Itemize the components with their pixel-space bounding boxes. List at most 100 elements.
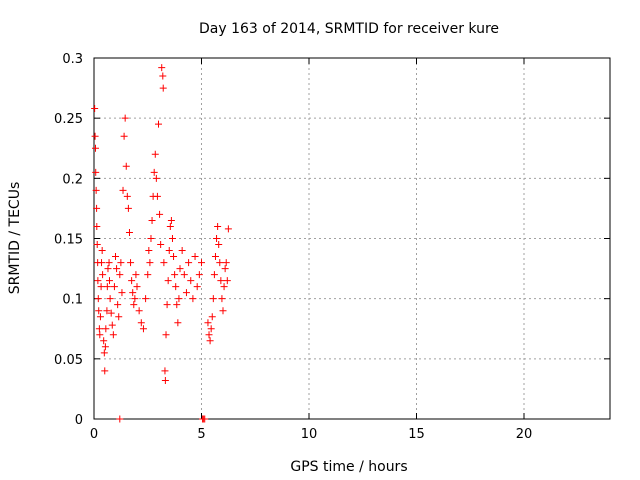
data-point xyxy=(214,222,222,230)
data-point xyxy=(198,259,205,267)
data-point xyxy=(173,301,181,309)
data-point xyxy=(210,271,218,279)
data-point xyxy=(158,64,166,72)
data-point xyxy=(125,228,133,236)
y-tick-label: 0.25 xyxy=(54,112,83,127)
data-point xyxy=(104,265,112,273)
data-point xyxy=(105,277,113,285)
data-point xyxy=(220,283,228,291)
data-point xyxy=(215,241,223,249)
data-point xyxy=(102,325,110,333)
data-point xyxy=(128,277,136,285)
y-tick-label: 0.3 xyxy=(62,52,83,67)
data-point xyxy=(116,415,124,423)
data-point xyxy=(221,265,229,273)
data-point xyxy=(121,114,129,122)
ticks-layer: 0 5 10 15 20 0 0.05 0.1 0.15 0.2 0.25 0.3 xyxy=(54,52,610,442)
data-point xyxy=(100,349,108,357)
data-point xyxy=(155,120,162,128)
data-point xyxy=(165,247,173,255)
data-point xyxy=(159,84,167,92)
data-point xyxy=(130,301,138,309)
data-point xyxy=(122,162,130,170)
data-point xyxy=(145,247,153,255)
data-point xyxy=(168,235,176,242)
data-point xyxy=(113,265,121,273)
data-point xyxy=(142,295,150,303)
x-tick-label: 15 xyxy=(408,427,425,442)
data-point xyxy=(216,259,224,267)
data-point xyxy=(117,259,125,267)
data-point xyxy=(101,367,109,375)
data-point xyxy=(146,259,154,267)
data-point xyxy=(95,325,103,333)
data-point xyxy=(176,265,184,273)
data-point xyxy=(100,337,108,345)
data-point xyxy=(182,289,190,297)
data-point xyxy=(211,253,219,261)
data-point xyxy=(96,331,104,339)
data-point xyxy=(97,283,105,291)
data-point xyxy=(93,222,101,230)
data-point xyxy=(106,295,114,303)
x-tick-label: 20 xyxy=(516,427,533,442)
data-point xyxy=(218,295,226,303)
data-point xyxy=(219,307,227,315)
data-point xyxy=(152,174,160,182)
data-point xyxy=(187,277,195,285)
data-point xyxy=(161,367,169,375)
data-point xyxy=(191,253,199,261)
data-point xyxy=(92,168,100,176)
data-point xyxy=(116,271,124,279)
data-point xyxy=(103,283,111,291)
data-point xyxy=(193,283,201,291)
data-point xyxy=(115,313,123,321)
data-point xyxy=(132,271,140,279)
data-point xyxy=(109,331,117,339)
data-point xyxy=(156,210,164,218)
data-point xyxy=(133,283,141,291)
data-point xyxy=(178,247,186,255)
data-point xyxy=(101,343,109,351)
data-point xyxy=(108,321,116,329)
data-point xyxy=(127,259,135,267)
data-point xyxy=(107,309,115,317)
y-tick-label: 0.1 xyxy=(62,293,83,308)
data-point xyxy=(110,283,118,291)
x-tick-label: 0 xyxy=(90,427,98,442)
data-point xyxy=(195,271,203,279)
data-point xyxy=(120,132,128,140)
data-point xyxy=(96,313,104,321)
data-point xyxy=(139,325,147,333)
data-point xyxy=(170,253,178,261)
data-point xyxy=(171,271,179,279)
y-axis-label: SRMTID / TECUs xyxy=(7,182,23,295)
data-point xyxy=(91,132,99,140)
data-point xyxy=(172,283,180,291)
data-point xyxy=(150,168,158,176)
data-point xyxy=(222,259,230,267)
data-point xyxy=(206,337,214,345)
data-point xyxy=(114,301,122,309)
data-point xyxy=(180,271,188,279)
data-point xyxy=(135,307,143,315)
data-point xyxy=(163,301,171,309)
data-point xyxy=(103,307,111,315)
data-point xyxy=(129,289,137,297)
grid-layer xyxy=(94,58,610,419)
data-point xyxy=(119,186,127,194)
data-point xyxy=(105,259,113,267)
data-point xyxy=(95,307,103,315)
data-point xyxy=(112,253,119,261)
data-point xyxy=(91,105,99,113)
data-point xyxy=(98,247,106,255)
y-tick-label: 0.2 xyxy=(62,172,83,187)
data-point xyxy=(157,241,165,249)
data-point xyxy=(213,235,221,242)
data-point xyxy=(148,216,156,224)
data-point xyxy=(94,277,102,285)
data-point xyxy=(159,72,167,80)
data-point xyxy=(185,259,193,267)
data-point xyxy=(201,415,209,423)
